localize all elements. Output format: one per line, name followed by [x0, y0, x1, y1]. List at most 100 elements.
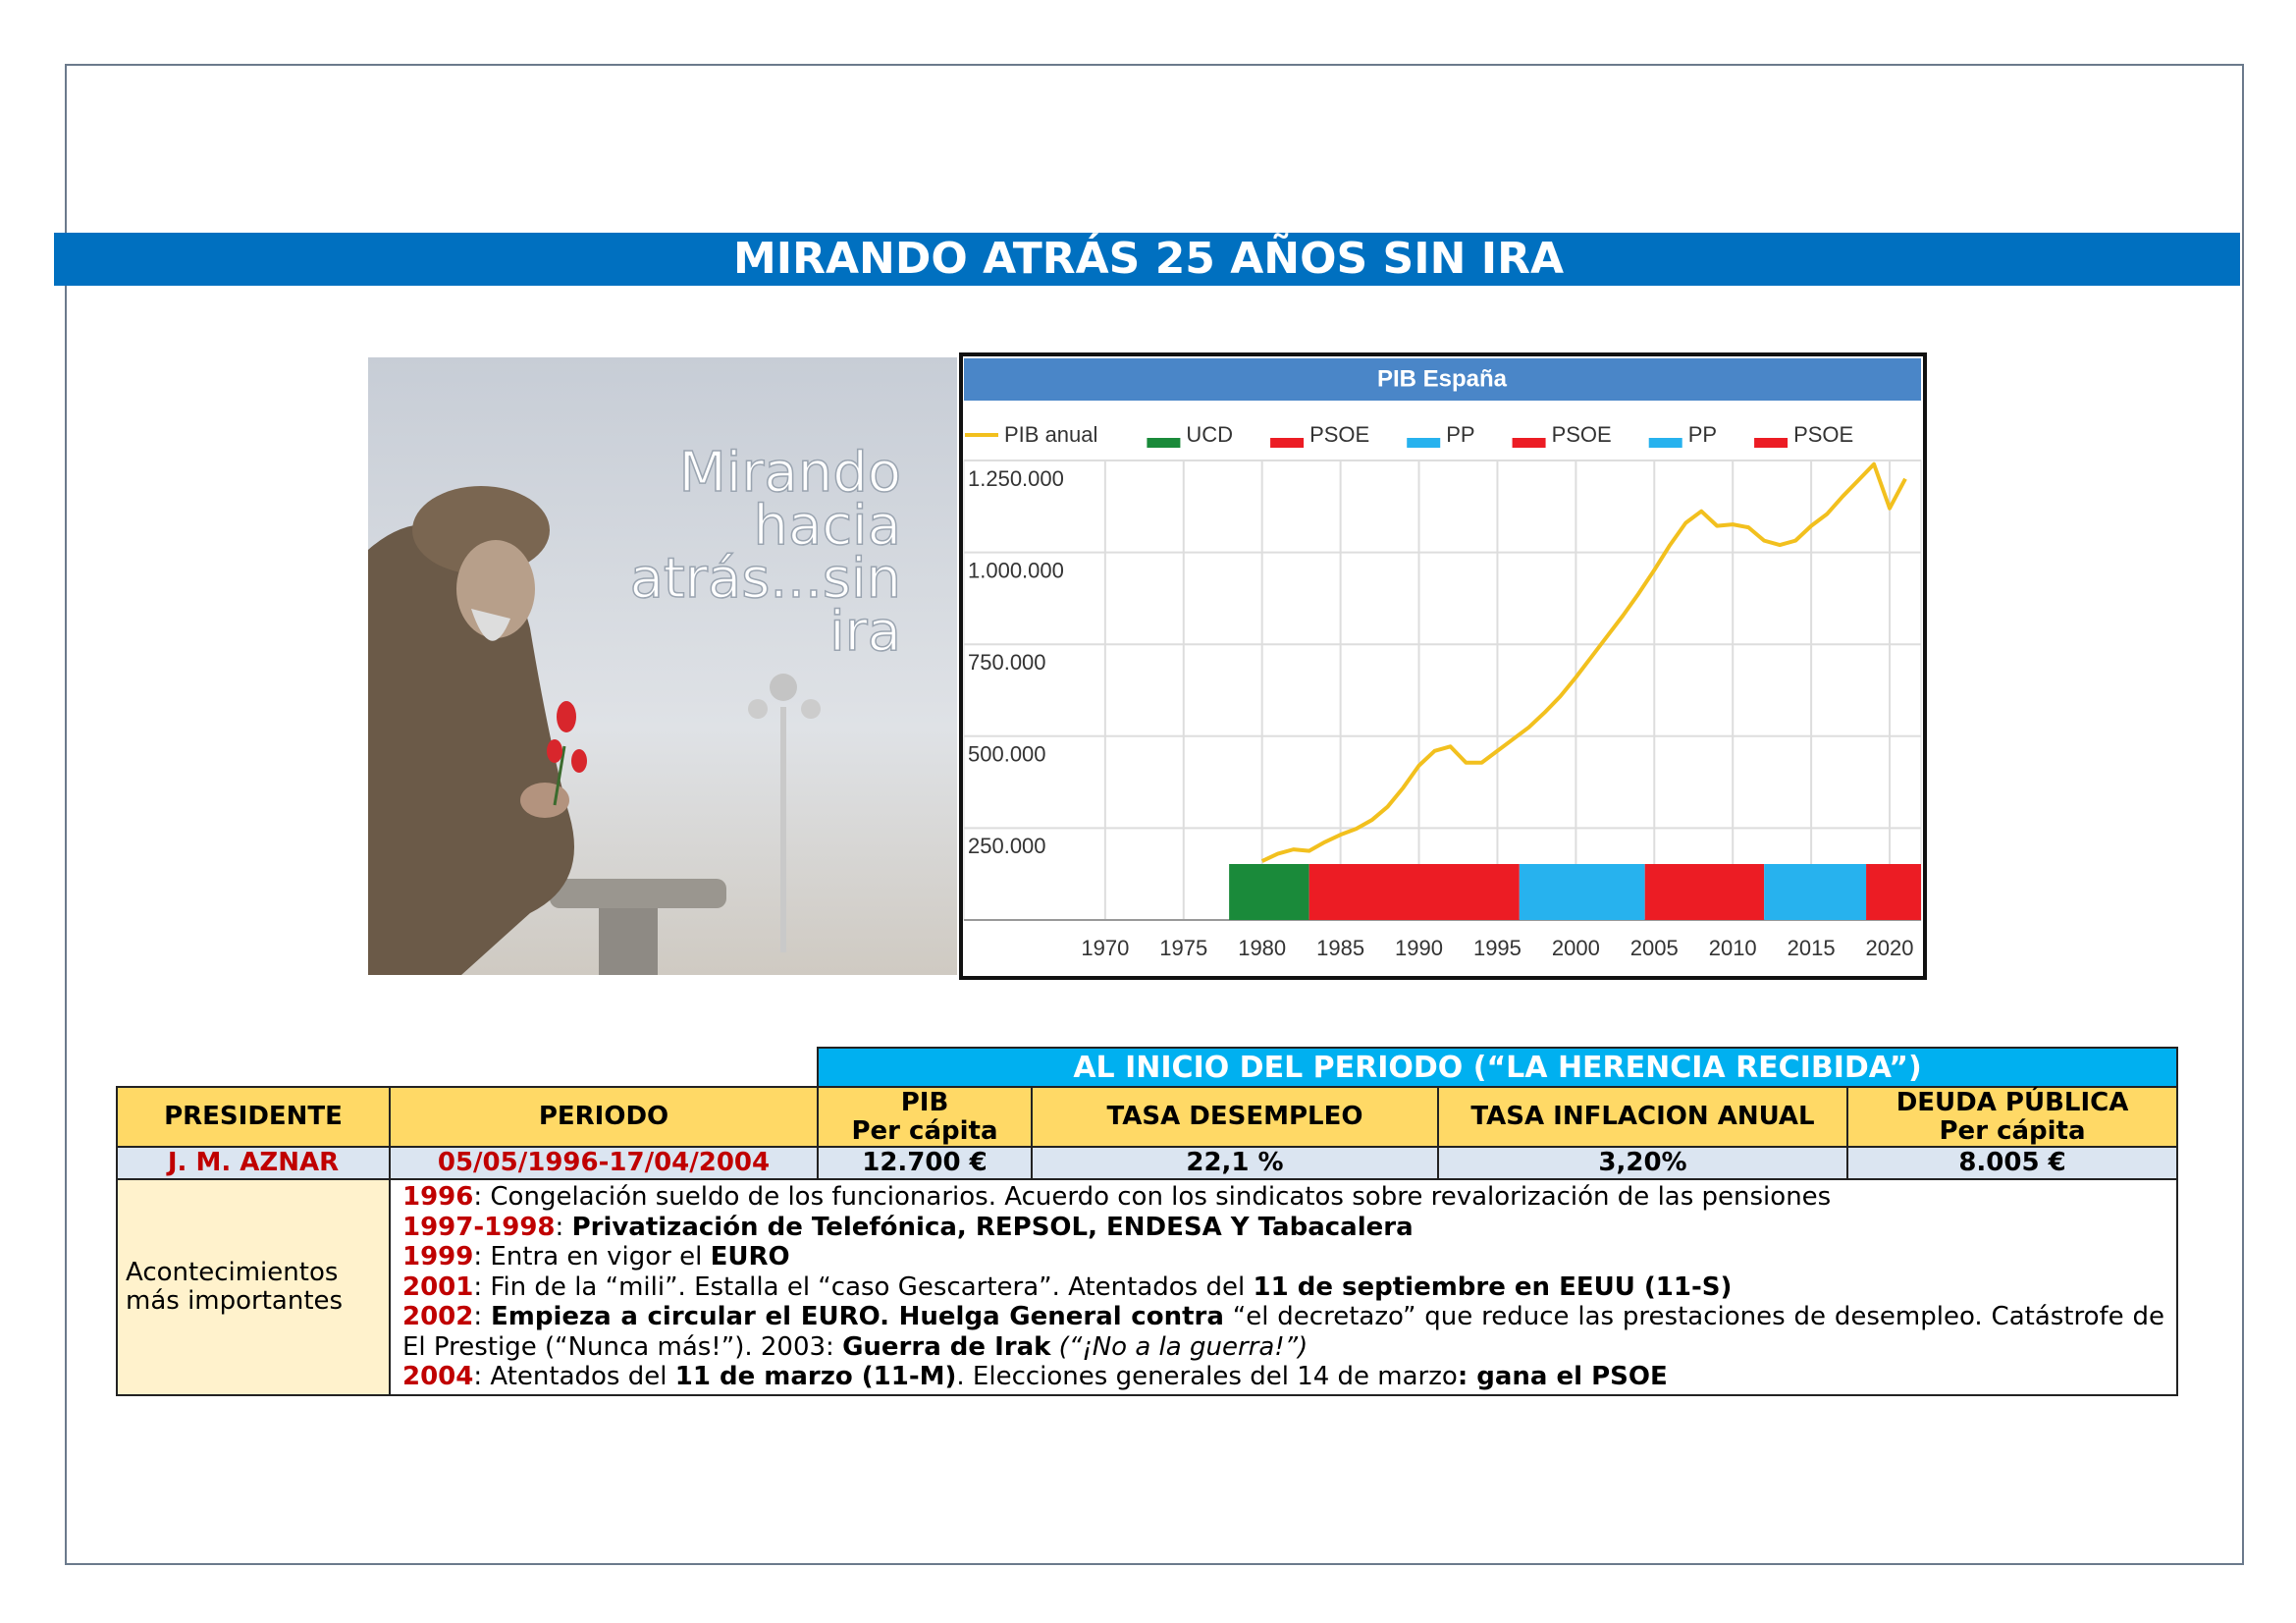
cell: 22,1 %	[1031, 1146, 1439, 1180]
event-text: “el decretazo” que reduce las prestacion…	[402, 1302, 2165, 1362]
event-text: (“¡No a la guerra!”)	[1050, 1331, 1308, 1362]
event-text: 11 de septiembre en EEUU (11-S)	[1253, 1271, 1733, 1302]
x-tick-label: 2020	[1866, 936, 1914, 960]
event-text: 1996	[402, 1182, 474, 1212]
header-line: DEUDA PÚBLICA	[1896, 1087, 2129, 1117]
event-text: 1999	[402, 1242, 474, 1271]
event: 2002: Empieza a circular el EURO. Huelga…	[402, 1302, 2164, 1362]
header-line: PIB	[900, 1087, 949, 1117]
chart-title: PIB España	[1377, 365, 1508, 392]
caption-line: Mirando	[678, 441, 901, 505]
legend-swatch	[1648, 438, 1682, 448]
period-bar	[1644, 864, 1765, 920]
legend-swatch	[1407, 438, 1441, 448]
event-text: Guerra de Irak	[842, 1331, 1051, 1362]
legend-label: PSOE	[1309, 422, 1369, 447]
legend-label: PSOE	[1552, 422, 1612, 447]
header-cell: TASA INFLACION ANUAL	[1437, 1086, 1848, 1148]
event: 1997-1998: Privatización de Telefónica, …	[402, 1213, 2164, 1243]
legend-swatch	[1147, 438, 1181, 448]
legend-swatch	[1754, 438, 1789, 448]
chart: 250.000 500.000 750.000 1.000.000 1.250.000 1…	[963, 422, 1922, 960]
event-text: : Fin de la “mili”. Estalla el “caso Ges…	[473, 1271, 1254, 1302]
header-cell: PERIODO	[389, 1086, 819, 1148]
event: 1996: Congelación sueldo de los funciona…	[402, 1182, 2164, 1213]
event-text: 2002	[402, 1302, 474, 1331]
event-text: EURO	[710, 1242, 790, 1271]
page-title: MIRANDO ATRÁS 25 AÑOS SIN IRA	[733, 232, 1564, 284]
legend-swatch	[1270, 438, 1305, 448]
photo	[368, 357, 957, 975]
event-text: . Elecciones generales del 14 de marzo	[956, 1362, 1458, 1391]
events-label: Acontecimientos más importantes	[116, 1178, 391, 1396]
event-text: 11 de marzo (11-M)	[674, 1362, 957, 1391]
event-text: 2004	[402, 1362, 474, 1391]
cell: 12.700 €	[817, 1146, 1033, 1180]
cell: 3,20%	[1437, 1146, 1848, 1180]
x-tick-label: 1985	[1316, 936, 1364, 960]
chart-title-bar	[964, 358, 1921, 401]
x-tick-label: 2000	[1552, 936, 1600, 960]
x-tick-label: 1990	[1395, 936, 1443, 960]
legend-label: PP	[1688, 422, 1717, 447]
period-bar	[1764, 864, 1867, 920]
header-cell: PIB Per cápita	[817, 1086, 1033, 1148]
y-tick-label: 1.000.000	[968, 558, 1064, 582]
events: 1996: Congelación sueldo de los funciona…	[388, 1178, 2179, 1396]
header-line: Per cápita	[1939, 1115, 2086, 1146]
event: 1999: Entra en vigor el EURO	[402, 1242, 2164, 1272]
y-tick-label: 500.000	[968, 742, 1046, 767]
event-text: 1997-1998	[402, 1212, 556, 1242]
x-tick-label: 2005	[1630, 936, 1679, 960]
caption-line: atrás...sin	[630, 547, 901, 611]
x-tick-label: 2015	[1788, 936, 1836, 960]
y-tick-label: 1.250.000	[968, 466, 1064, 491]
event: 2001: Fin de la “mili”. Estalla el “caso…	[402, 1272, 2164, 1303]
group-header: AL INICIO DEL PERIODO (“LA HERENCIA RECI…	[816, 1047, 2179, 1088]
period-bar	[1866, 864, 1921, 920]
x-tick-label: 2010	[1709, 936, 1757, 960]
label-line: más importantes	[126, 1285, 344, 1316]
header-cell: DEUDA PÚBLICA Per cápita	[1845, 1086, 2179, 1148]
cell: 8.005 €	[1845, 1146, 2179, 1180]
x-tick-label: 1980	[1238, 936, 1286, 960]
x-tick-label: 1975	[1159, 936, 1207, 960]
period-bar	[1229, 864, 1309, 920]
cell: J. M. AZNAR	[116, 1146, 391, 1180]
event-text: : Entra en vigor el	[473, 1242, 711, 1271]
event-text: : Congelación sueldo de los funcionarios…	[473, 1182, 1832, 1212]
label-line: Acontecimientos	[126, 1257, 339, 1287]
caption-line: hacia	[754, 494, 901, 558]
line-series	[1260, 461, 1907, 863]
event-text: Empieza a circular el EURO. Huelga Gener…	[491, 1302, 1224, 1331]
summary-table: AL INICIO DEL PERIODO (“LA HERENCIA RECI…	[116, 1047, 2179, 1396]
event: 2004: Atentados del 11 de marzo (11-M). …	[402, 1362, 2164, 1392]
event-text: 2001	[402, 1271, 474, 1302]
title-bar	[54, 233, 2240, 286]
header-cell: TASA DESEMPLEO	[1031, 1086, 1439, 1148]
y-tick-label: 750.000	[968, 650, 1046, 675]
event-text: : gana el PSOE	[1457, 1362, 1668, 1391]
legend-label: PIB anual	[1004, 422, 1097, 447]
caption-line: ira	[829, 600, 901, 664]
period-bar	[1519, 864, 1645, 920]
legend-swatch	[1512, 438, 1546, 448]
event-text: :	[473, 1302, 491, 1331]
page-border	[65, 64, 2244, 1565]
x-tick-label: 1970	[1081, 936, 1129, 960]
event-text: :	[555, 1212, 572, 1242]
legend-label: UCD	[1186, 422, 1233, 447]
event-text: Privatización de Telefónica, REPSOL, END…	[571, 1212, 1414, 1242]
legend-label: PP	[1446, 422, 1474, 447]
legend-label: PSOE	[1793, 422, 1853, 447]
cell: 05/05/1996-17/04/2004	[389, 1146, 819, 1180]
period-bar	[1308, 864, 1520, 920]
x-tick-label: 1995	[1473, 936, 1522, 960]
header-cell: PRESIDENTE	[116, 1086, 391, 1148]
header-line: Per cápita	[851, 1115, 998, 1146]
plot-area	[963, 460, 1922, 921]
event-text: : Atentados del	[473, 1362, 675, 1391]
